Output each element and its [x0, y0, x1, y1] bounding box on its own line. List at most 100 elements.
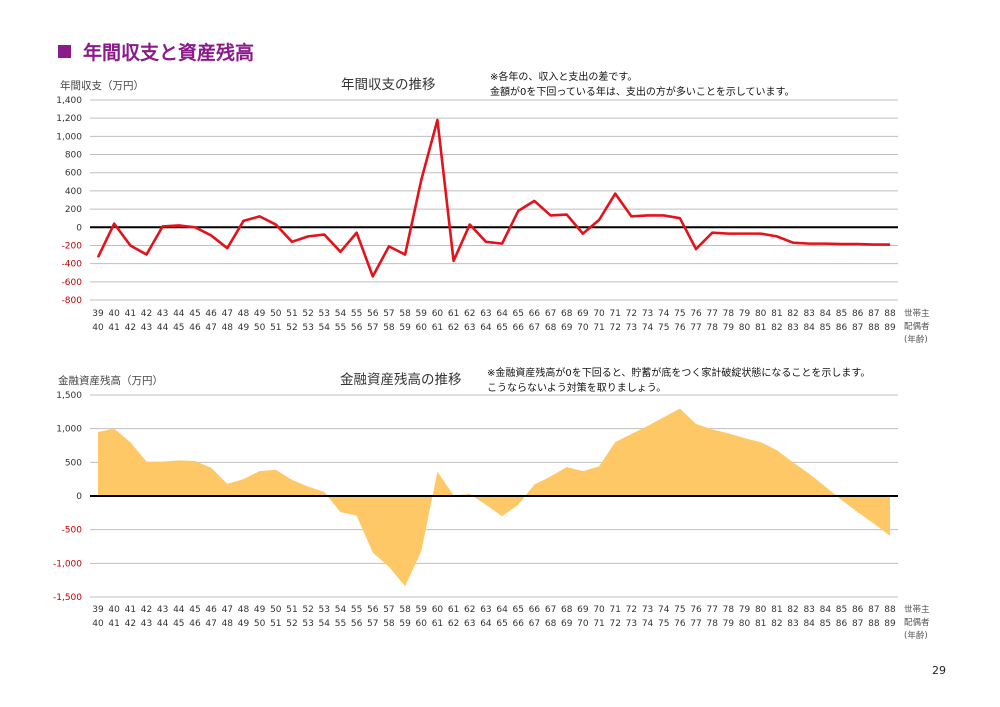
x-tick-label-householder: 66: [529, 309, 541, 319]
x-tick-label-householder: 81: [771, 309, 782, 319]
x-tick-label-spouse: 89: [884, 619, 896, 629]
x-tick-label-spouse: 73: [626, 323, 637, 333]
x-tick-label-spouse: 52: [286, 619, 297, 629]
x-tick-label-householder: 58: [399, 309, 411, 319]
x-tick-label-spouse: 88: [868, 323, 880, 333]
x-tick-label-householder: 76: [690, 309, 702, 319]
x-axis-legend: 配偶者: [904, 321, 930, 332]
x-tick-label-householder: 58: [399, 605, 411, 615]
series-line: [96, 118, 890, 278]
y-tick-label: 1,500: [56, 391, 82, 401]
x-tick-label-householder: 64: [496, 605, 508, 615]
x-tick-label-householder: 61: [448, 605, 459, 615]
x-tick-label-spouse: 64: [480, 619, 492, 629]
x-tick-label-spouse: 52: [286, 323, 297, 333]
x-tick-label-spouse: 58: [383, 323, 395, 333]
x-tick-label-spouse: 63: [464, 323, 475, 333]
page-title-text: 年間収支と資産残高: [83, 42, 255, 64]
x-tick-label-householder: 54: [335, 309, 347, 319]
x-tick-label-spouse: 46: [189, 323, 201, 333]
x-tick-label-spouse: 48: [222, 619, 234, 629]
x-tick-label-spouse: 65: [496, 323, 507, 333]
page-number: 29: [932, 664, 946, 677]
x-tick-label-spouse: 70: [577, 619, 589, 629]
x-tick-label-householder: 69: [577, 309, 589, 319]
x-tick-label-spouse: 44: [157, 619, 169, 629]
x-tick-label-householder: 84: [820, 309, 832, 319]
x-tick-label-spouse: 41: [108, 619, 119, 629]
x-tick-label-householder: 42: [141, 605, 152, 615]
x-tick-label-spouse: 65: [496, 619, 507, 629]
x-tick-label-householder: 46: [205, 605, 217, 615]
x-tick-label-householder: 84: [820, 605, 832, 615]
chart1-title: 年間収支の推移: [341, 77, 436, 93]
x-tick-label-householder: 68: [561, 309, 573, 319]
x-tick-label-spouse: 49: [238, 619, 250, 629]
y-tick-label: 600: [65, 169, 82, 179]
x-axis-legend: 配偶者: [904, 617, 930, 628]
x-tick-label-householder: 85: [836, 605, 847, 615]
x-tick-label-householder: 87: [868, 309, 879, 319]
x-tick-label-householder: 64: [496, 309, 508, 319]
x-tick-label-householder: 48: [238, 309, 250, 319]
x-tick-label-householder: 59: [416, 605, 428, 615]
x-tick-label-householder: 42: [141, 309, 152, 319]
x-tick-label-householder: 53: [319, 605, 330, 615]
x-tick-label-spouse: 85: [820, 619, 831, 629]
x-tick-label-spouse: 66: [513, 323, 525, 333]
x-tick-label-householder: 56: [367, 605, 379, 615]
x-tick-label-spouse: 40: [92, 619, 104, 629]
x-tick-label-spouse: 47: [205, 619, 216, 629]
x-tick-label-spouse: 88: [868, 619, 880, 629]
x-tick-label-spouse: 81: [755, 619, 766, 629]
y-tick-label: 1,000: [56, 132, 82, 142]
x-tick-label-householder: 83: [803, 309, 814, 319]
x-tick-label-householder: 52: [302, 605, 313, 615]
x-tick-label-householder: 78: [723, 309, 735, 319]
x-tick-label-spouse: 62: [448, 323, 459, 333]
x-tick-label-spouse: 76: [674, 619, 686, 629]
x-tick-label-spouse: 83: [787, 323, 798, 333]
x-tick-label-householder: 86: [852, 605, 864, 615]
x-tick-label-spouse: 42: [125, 619, 136, 629]
x-tick-label-spouse: 61: [432, 323, 443, 333]
x-tick-label-spouse: 59: [399, 323, 411, 333]
x-tick-label-spouse: 76: [674, 323, 686, 333]
x-tick-label-spouse: 40: [92, 323, 104, 333]
x-tick-label-spouse: 55: [335, 619, 346, 629]
x-tick-label-householder: 80: [755, 309, 767, 319]
x-tick-label-householder: 86: [852, 309, 864, 319]
chart2-note-2: こうならないよう対策を取りましょう。: [487, 381, 666, 394]
chart1-note-1: ※各年の、収入と支出の差です。: [490, 70, 637, 83]
x-tick-label-householder: 71: [609, 605, 620, 615]
x-tick-label-householder: 71: [609, 309, 620, 319]
x-tick-label-householder: 51: [286, 309, 297, 319]
y-tick-label: 200: [65, 205, 82, 215]
x-tick-label-householder: 82: [787, 605, 798, 615]
x-tick-label-householder: 68: [561, 605, 573, 615]
x-tick-label-householder: 77: [706, 605, 717, 615]
x-tick-label-spouse: 45: [173, 323, 184, 333]
chart2-title: 金融資産残高の推移: [340, 371, 462, 388]
x-tick-label-householder: 72: [626, 605, 637, 615]
x-tick-label-spouse: 75: [658, 619, 669, 629]
x-tick-label-spouse: 46: [189, 619, 201, 629]
x-tick-label-spouse: 89: [884, 323, 896, 333]
x-axis-legend: 世帯主: [904, 308, 930, 319]
x-tick-label-spouse: 72: [609, 323, 620, 333]
x-tick-label-spouse: 45: [173, 619, 184, 629]
y-tick-label: -1,500: [53, 593, 82, 603]
x-tick-label-householder: 88: [884, 309, 896, 319]
x-tick-label-spouse: 62: [448, 619, 459, 629]
x-tick-label-spouse: 81: [755, 323, 766, 333]
x-tick-label-householder: 79: [739, 309, 751, 319]
x-tick-label-householder: 70: [593, 605, 605, 615]
x-tick-label-householder: 57: [383, 605, 394, 615]
x-tick-label-householder: 45: [189, 309, 200, 319]
x-tick-label-householder: 62: [464, 309, 475, 319]
x-tick-label-spouse: 53: [302, 619, 313, 629]
x-tick-label-spouse: 53: [302, 323, 313, 333]
x-tick-label-householder: 73: [642, 605, 653, 615]
x-tick-label-spouse: 43: [141, 323, 152, 333]
